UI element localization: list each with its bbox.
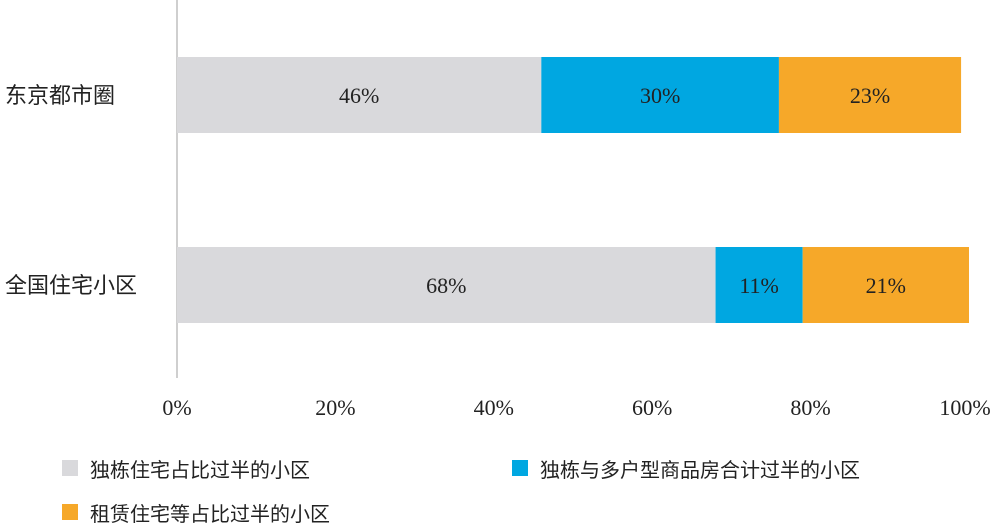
x-tick-label: 20%	[315, 395, 355, 420]
bar-segment	[802, 247, 969, 323]
bar-data-label: 30%	[640, 83, 680, 108]
x-tick-label: 60%	[632, 395, 672, 420]
bar-data-label: 68%	[426, 273, 466, 298]
bar-data-label: 23%	[850, 83, 890, 108]
bar-segment	[715, 247, 803, 323]
x-tick-label: 100%	[939, 395, 990, 420]
bar-data-label: 11%	[739, 273, 779, 298]
bar-data-label: 21%	[866, 273, 906, 298]
bar-segment	[177, 57, 542, 133]
category-label: 全国住宅小区	[5, 274, 137, 299]
x-tick-label: 40%	[474, 395, 514, 420]
category-label: 东京都市圈	[5, 84, 115, 109]
bar-segment	[541, 57, 779, 133]
bar-segment	[177, 247, 716, 323]
bars-group: 46% 30% 23% 68% 11% 21%	[177, 57, 969, 323]
x-tick-label: 80%	[790, 395, 830, 420]
bar-segment	[778, 57, 962, 133]
x-tick-labels-group: 0% 20% 40% 60% 80% 100%	[162, 395, 990, 420]
bar-data-label: 46%	[339, 83, 379, 108]
x-tick-label: 0%	[162, 395, 191, 420]
